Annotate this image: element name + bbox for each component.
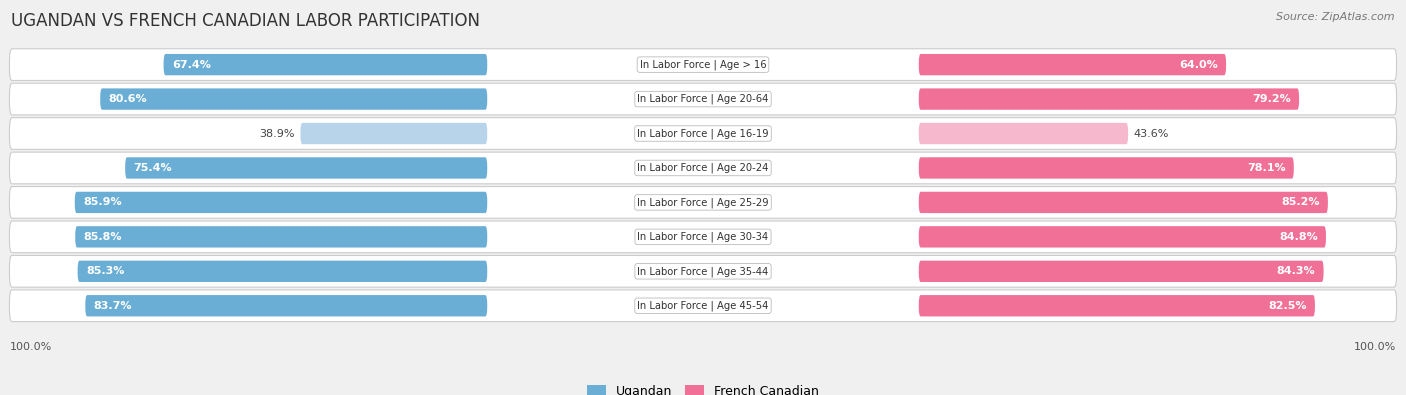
Text: 100.0%: 100.0% — [10, 342, 52, 352]
FancyBboxPatch shape — [918, 192, 1327, 213]
FancyBboxPatch shape — [918, 226, 1326, 248]
Text: 67.4%: 67.4% — [172, 60, 211, 70]
Text: 82.5%: 82.5% — [1268, 301, 1306, 311]
Text: In Labor Force | Age 20-24: In Labor Force | Age 20-24 — [637, 163, 769, 173]
FancyBboxPatch shape — [918, 295, 1315, 316]
Text: 83.7%: 83.7% — [94, 301, 132, 311]
Text: 43.6%: 43.6% — [1133, 128, 1168, 139]
FancyBboxPatch shape — [10, 186, 1396, 218]
Text: In Labor Force | Age > 16: In Labor Force | Age > 16 — [640, 59, 766, 70]
FancyBboxPatch shape — [10, 118, 1396, 149]
Text: 80.6%: 80.6% — [108, 94, 148, 104]
Text: 38.9%: 38.9% — [259, 128, 295, 139]
FancyBboxPatch shape — [918, 88, 1299, 110]
FancyBboxPatch shape — [10, 83, 1396, 115]
FancyBboxPatch shape — [10, 256, 1396, 287]
Text: 85.9%: 85.9% — [83, 198, 122, 207]
Legend: Ugandan, French Canadian: Ugandan, French Canadian — [582, 380, 824, 395]
FancyBboxPatch shape — [86, 295, 488, 316]
FancyBboxPatch shape — [100, 88, 488, 110]
Text: In Labor Force | Age 30-34: In Labor Force | Age 30-34 — [637, 231, 769, 242]
Text: 85.2%: 85.2% — [1281, 198, 1320, 207]
FancyBboxPatch shape — [918, 123, 1128, 144]
FancyBboxPatch shape — [10, 290, 1396, 322]
Text: 85.3%: 85.3% — [86, 266, 124, 276]
FancyBboxPatch shape — [76, 226, 488, 248]
Text: 84.8%: 84.8% — [1279, 232, 1317, 242]
Text: 64.0%: 64.0% — [1180, 60, 1218, 70]
Text: 100.0%: 100.0% — [1354, 342, 1396, 352]
FancyBboxPatch shape — [125, 157, 488, 179]
FancyBboxPatch shape — [10, 221, 1396, 253]
Text: 79.2%: 79.2% — [1251, 94, 1291, 104]
FancyBboxPatch shape — [918, 157, 1294, 179]
Text: In Labor Force | Age 35-44: In Labor Force | Age 35-44 — [637, 266, 769, 276]
FancyBboxPatch shape — [10, 152, 1396, 184]
FancyBboxPatch shape — [918, 261, 1323, 282]
FancyBboxPatch shape — [163, 54, 488, 75]
Text: 75.4%: 75.4% — [134, 163, 172, 173]
Text: 78.1%: 78.1% — [1247, 163, 1285, 173]
FancyBboxPatch shape — [301, 123, 488, 144]
Text: In Labor Force | Age 45-54: In Labor Force | Age 45-54 — [637, 301, 769, 311]
Text: UGANDAN VS FRENCH CANADIAN LABOR PARTICIPATION: UGANDAN VS FRENCH CANADIAN LABOR PARTICI… — [11, 12, 481, 30]
Text: In Labor Force | Age 20-64: In Labor Force | Age 20-64 — [637, 94, 769, 104]
Text: Source: ZipAtlas.com: Source: ZipAtlas.com — [1277, 12, 1395, 22]
Text: In Labor Force | Age 25-29: In Labor Force | Age 25-29 — [637, 197, 769, 208]
Text: 85.8%: 85.8% — [83, 232, 122, 242]
FancyBboxPatch shape — [77, 261, 488, 282]
FancyBboxPatch shape — [75, 192, 488, 213]
Text: In Labor Force | Age 16-19: In Labor Force | Age 16-19 — [637, 128, 769, 139]
FancyBboxPatch shape — [918, 54, 1226, 75]
FancyBboxPatch shape — [10, 49, 1396, 81]
Text: 84.3%: 84.3% — [1277, 266, 1315, 276]
